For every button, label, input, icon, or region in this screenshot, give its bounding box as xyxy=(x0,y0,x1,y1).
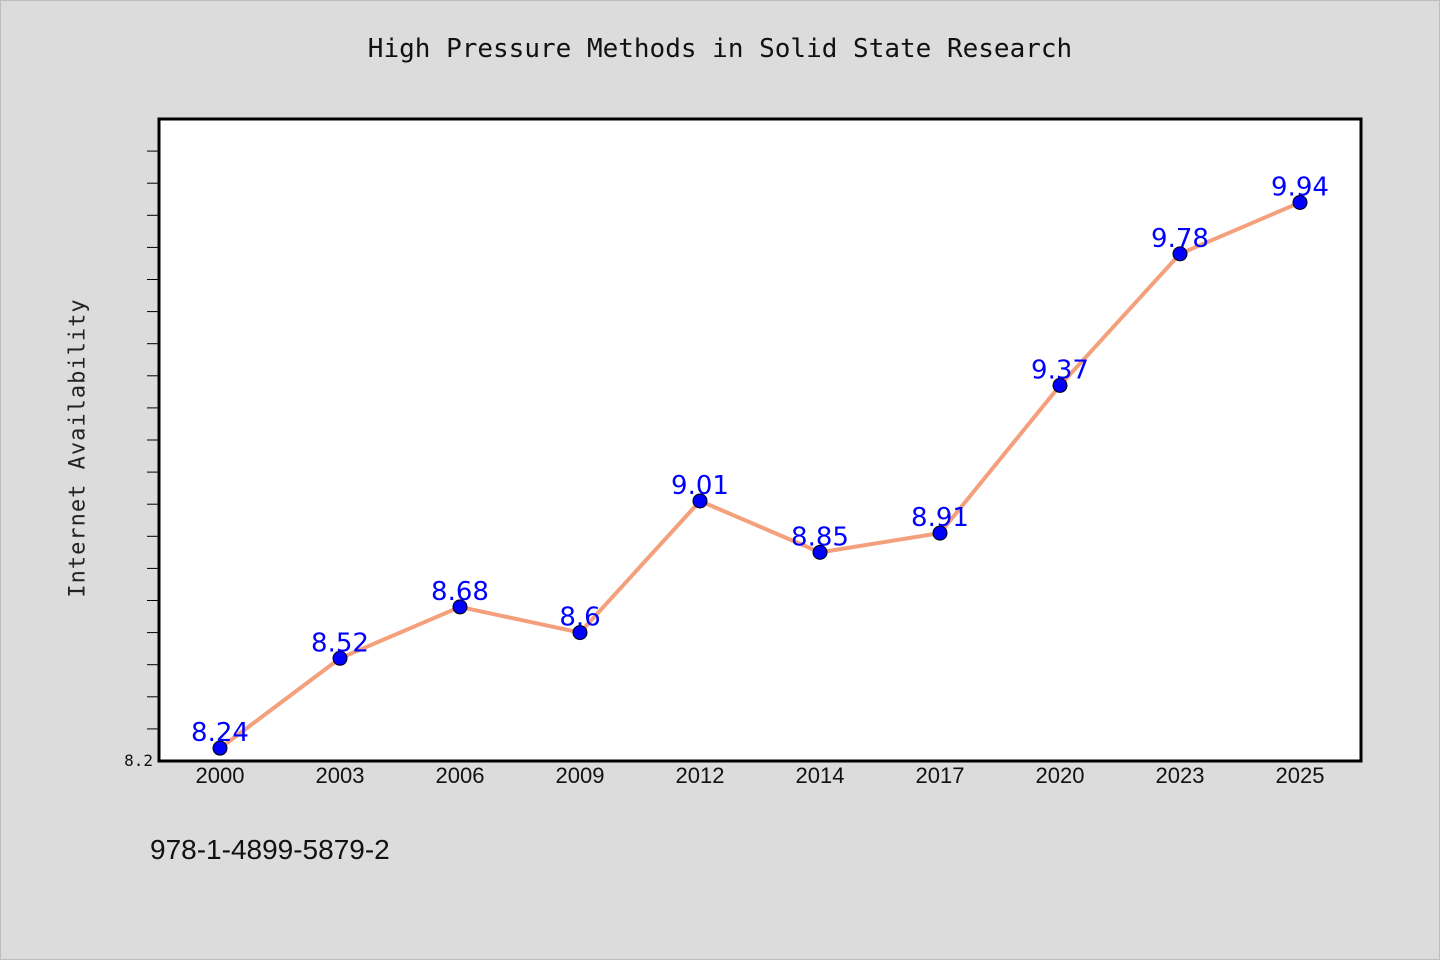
y-axis-ticks xyxy=(147,150,159,730)
x-tick-label: 2003 xyxy=(316,763,365,788)
isbn-footer: 978-1-4899-5879-2 xyxy=(150,834,390,865)
series-line xyxy=(218,200,1301,750)
data-point-marker xyxy=(1292,194,1308,210)
data-label: 9.37 xyxy=(1031,355,1089,385)
data-label: 8.24 xyxy=(191,718,249,748)
data-label: 9.78 xyxy=(1151,224,1209,254)
data-label: 8.52 xyxy=(311,628,369,658)
data-label: 8.91 xyxy=(911,503,969,533)
data-point-marker xyxy=(452,599,468,615)
data-point-marker xyxy=(572,625,588,641)
x-axis-tick-labels: 2000 2003 2006 2009 2012 2014 2017 2020 2023 2025 xyxy=(196,763,1325,788)
y-tick-label: 8.2 xyxy=(124,751,153,770)
data-label: 9.01 xyxy=(671,471,729,501)
data-point-marker xyxy=(932,525,948,541)
x-tick-label: 2025 xyxy=(1276,763,1325,788)
plot-area xyxy=(157,117,1363,763)
y-axis-tick-labels: 8.2 xyxy=(124,751,153,770)
series-layer xyxy=(212,194,1308,756)
x-tick-label: 2023 xyxy=(1156,763,1205,788)
data-point-marker xyxy=(1172,246,1188,262)
data-point-marker xyxy=(692,493,708,509)
data-label: 9.94 xyxy=(1271,172,1329,202)
data-point-marker xyxy=(1052,377,1068,393)
data-label: 8.85 xyxy=(791,522,849,552)
x-tick-label: 2000 xyxy=(196,763,245,788)
data-label: 8.68 xyxy=(431,577,489,607)
data-label: 8.6 xyxy=(559,603,600,633)
data-point-marker xyxy=(212,740,228,756)
data-point-marker xyxy=(332,650,348,666)
data-point-marker xyxy=(812,544,828,560)
x-tick-label: 2006 xyxy=(436,763,485,788)
x-tick-label: 2009 xyxy=(556,763,605,788)
chart-title: High Pressure Methods in Solid State Res… xyxy=(367,34,1073,64)
x-tick-label: 2012 xyxy=(676,763,725,788)
data-label-layer: 8.24 8.52 8.68 8.6 9.01 8.85 8.91 9.37 9.78 9.94 xyxy=(191,172,1329,748)
x-tick-label: 2014 xyxy=(796,763,845,788)
x-tick-label: 2017 xyxy=(916,763,965,788)
x-tick-label: 2020 xyxy=(1036,763,1085,788)
